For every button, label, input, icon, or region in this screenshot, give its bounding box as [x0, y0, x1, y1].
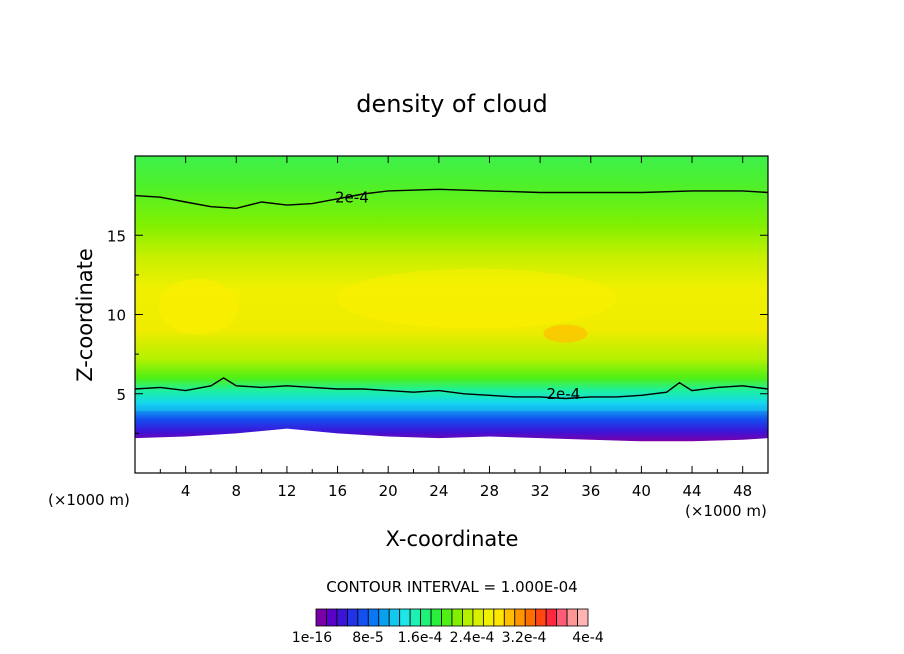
density-band: [135, 404, 768, 411]
colorbar-swatch: [399, 608, 411, 627]
x-tick-label: 44: [682, 482, 701, 500]
density-patch: [336, 268, 617, 329]
contour-line-lower: [134, 377, 769, 400]
x-tick-label: 4: [181, 482, 191, 500]
colorbar-swatch: [378, 608, 390, 627]
contour-label: 2e-4: [546, 385, 580, 403]
colorbar-swatch: [482, 608, 495, 627]
colorbar-tick-label: 2.4e-4: [450, 630, 495, 646]
y-tick-label: 15: [107, 227, 126, 245]
x-tick-label: 24: [429, 482, 448, 500]
colorbar-tick-label: 1.6e-4: [398, 630, 443, 646]
colorbar-swatch: [441, 608, 453, 627]
colorbar-swatch: [357, 608, 369, 627]
x-tick-label: 36: [581, 482, 600, 500]
x-tick-label: 20: [379, 482, 398, 500]
x-tick-label: 28: [480, 482, 499, 500]
colorbar-swatch: [514, 608, 526, 627]
colorbar-swatch: [503, 608, 516, 627]
cloud-field: [135, 156, 768, 473]
colorbar-tick-label: 8e-5: [352, 630, 383, 646]
colorbar-tick-label: 4e-4: [572, 630, 604, 646]
y-axis-label: Z-coordinate: [73, 248, 97, 382]
chart-title: density of cloud: [356, 90, 547, 118]
colorbar-swatch: [326, 608, 338, 627]
contour-interval-text: CONTOUR INTERVAL = 1.000E-04: [326, 578, 577, 596]
contour-line-upper: [134, 188, 769, 210]
density-patch: [158, 278, 239, 335]
colorbar-tick-label: 1e-16: [292, 630, 332, 646]
colorbar-swatch: [577, 608, 589, 627]
cloud-free-region: [135, 428, 768, 473]
colorbar-swatch: [336, 608, 348, 627]
colorbar-swatch: [346, 608, 359, 627]
x-tick-label: 12: [277, 482, 296, 500]
colorbar-swatch: [367, 608, 380, 627]
x-tick-label: 48: [733, 482, 752, 500]
colorbar-swatch: [451, 608, 463, 627]
colorbar: [315, 608, 589, 627]
colorbar-swatch: [315, 608, 327, 627]
y-tick-label: 10: [107, 307, 126, 325]
colorbar-swatch: [462, 608, 474, 627]
colorbar-swatch: [545, 608, 558, 627]
y-tick-label: 5: [116, 386, 126, 404]
colorbar-swatch: [556, 608, 568, 627]
x-axis-unit-left: (×1000 m): [48, 491, 130, 509]
colorbar-tick-label: 3.2e-4: [502, 630, 547, 646]
colorbar-swatch: [535, 608, 547, 627]
max-density-patch: [543, 324, 588, 343]
x-tick-label: 40: [632, 482, 651, 500]
colorbar-swatch: [493, 608, 505, 627]
x-axis-label: X-coordinate: [386, 527, 519, 551]
x-tick-label: 32: [531, 482, 550, 500]
colorbar-swatch: [566, 608, 578, 627]
colorbar-swatch: [388, 608, 401, 627]
colorbar-swatch: [409, 608, 422, 627]
x-axis-unit-right: (×1000 m): [685, 502, 767, 520]
x-tick-label: 8: [232, 482, 242, 500]
plot-area: [135, 156, 768, 473]
colorbar-swatch: [420, 608, 432, 627]
colorbar-swatch: [524, 608, 537, 627]
colorbar-swatch: [472, 608, 484, 627]
x-tick-label: 16: [328, 482, 347, 500]
colorbar-swatch: [430, 608, 442, 627]
contour-label: 2e-4: [335, 188, 369, 206]
